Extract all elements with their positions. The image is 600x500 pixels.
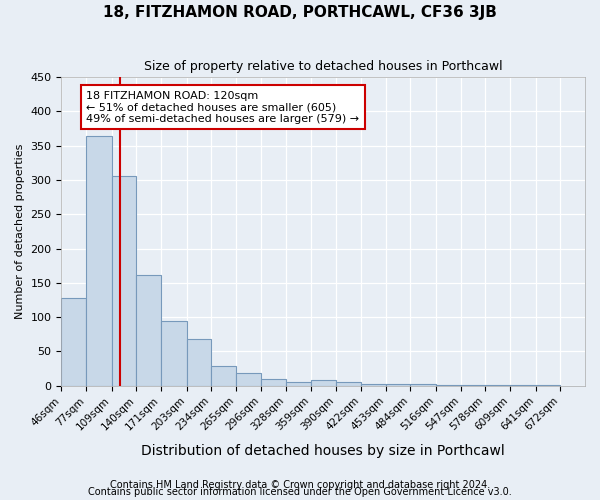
Text: Contains public sector information licensed under the Open Government Licence v3: Contains public sector information licen… — [88, 487, 512, 497]
Bar — [485, 385, 510, 386]
Bar — [335, 382, 361, 386]
Bar — [61, 298, 86, 386]
Bar — [136, 274, 161, 386]
Text: 18 FITZHAMON ROAD: 120sqm
← 51% of detached houses are smaller (605)
49% of semi: 18 FITZHAMON ROAD: 120sqm ← 51% of detac… — [86, 90, 359, 124]
Text: 18, FITZHAMON ROAD, PORTHCAWL, CF36 3JB: 18, FITZHAMON ROAD, PORTHCAWL, CF36 3JB — [103, 5, 497, 20]
Bar — [386, 384, 410, 386]
Bar — [410, 384, 436, 386]
Bar — [187, 339, 211, 386]
Bar — [311, 380, 335, 386]
Bar — [260, 379, 286, 386]
Bar — [536, 385, 560, 386]
Bar — [86, 136, 112, 386]
Y-axis label: Number of detached properties: Number of detached properties — [15, 144, 25, 319]
Bar — [161, 322, 187, 386]
Text: Contains HM Land Registry data © Crown copyright and database right 2024.: Contains HM Land Registry data © Crown c… — [110, 480, 490, 490]
Bar — [510, 385, 536, 386]
Title: Size of property relative to detached houses in Porthcawl: Size of property relative to detached ho… — [144, 60, 503, 73]
Bar — [461, 385, 485, 386]
Bar — [436, 385, 461, 386]
Bar — [361, 384, 386, 386]
X-axis label: Distribution of detached houses by size in Porthcawl: Distribution of detached houses by size … — [142, 444, 505, 458]
Bar — [112, 176, 136, 386]
Bar — [236, 373, 260, 386]
Bar — [286, 382, 311, 386]
Bar — [211, 366, 236, 386]
